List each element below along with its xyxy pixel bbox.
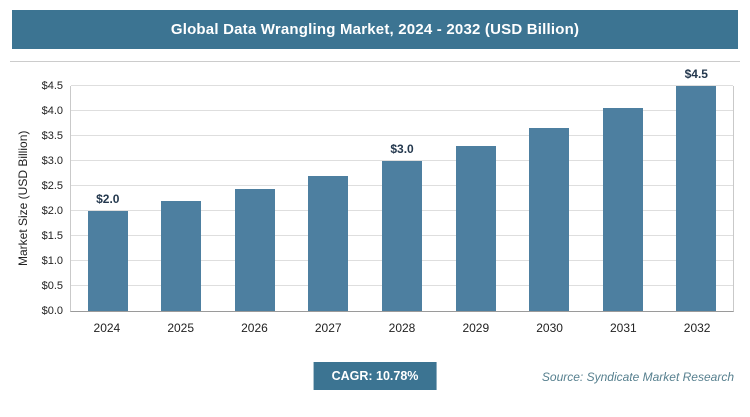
bar-2032 xyxy=(676,86,717,311)
bar-value-label: $3.0 xyxy=(390,142,414,157)
source-text: Source: Syndicate Market Research xyxy=(541,370,734,384)
bar-2025 xyxy=(161,201,202,311)
plot-area: $2.0 $3.0 $4.5 $0.0 $0.5 $1.0 $1.5 $2.0 $2.5 $3.… xyxy=(42,67,734,317)
x-tick-label-2025: 2025 xyxy=(167,321,195,335)
y-tick-label: $0.5 xyxy=(41,280,63,292)
bar-cell: $4.5 xyxy=(660,67,734,311)
y-tick-label: $4.0 xyxy=(41,105,63,117)
y-tick-label: $2.0 xyxy=(41,205,63,217)
bar-cell xyxy=(292,86,366,311)
y-tick-label: $2.5 xyxy=(41,180,63,192)
footer: CAGR: 10.78% Source: Syndicate Market Re… xyxy=(0,340,750,410)
gridline xyxy=(71,135,733,136)
y-tick-label: $1.0 xyxy=(41,255,63,267)
x-tick-label-2032: 2032 xyxy=(683,321,711,335)
bars-row: $2.0 $3.0 $4.5 xyxy=(71,67,734,311)
x-tick-label-2029: 2029 xyxy=(462,321,490,335)
bar-cell xyxy=(512,86,586,311)
bar-2026 xyxy=(234,189,275,311)
x-tick-label-2031: 2031 xyxy=(610,321,637,335)
x-tick-label-2030: 2030 xyxy=(536,321,563,335)
bar-2027 xyxy=(308,176,349,311)
bar-2028 xyxy=(382,161,423,311)
cagr-badge: CAGR: 10.78% xyxy=(313,362,437,390)
x-tick-label-2028: 2028 xyxy=(388,321,416,335)
chart-title-bar: Global Data Wrangling Market, 2024 - 203… xyxy=(12,10,738,49)
gridline xyxy=(71,85,733,86)
y-tick-label: $3.0 xyxy=(41,155,63,168)
gridline xyxy=(71,160,733,162)
bar-cell xyxy=(145,86,219,311)
bar-2029 xyxy=(455,145,496,311)
bar-cell xyxy=(218,86,292,311)
bar-cell: $2.0 xyxy=(71,86,145,311)
y-tick-label: $1.5 xyxy=(41,230,63,243)
bar-2024 xyxy=(87,211,128,311)
bar-2031 xyxy=(602,108,643,311)
x-tick-label-2024: 2024 xyxy=(93,321,121,335)
bar-value-label: $2.0 xyxy=(96,192,120,207)
chart-title: Global Data Wrangling Market, 2024 - 203… xyxy=(170,21,580,38)
y-tick-label: $0.0 xyxy=(41,305,63,317)
x-tick-label-2026: 2026 xyxy=(241,321,268,335)
bar-cell: $3.0 xyxy=(365,86,439,311)
y-tick-label: $4.5 xyxy=(41,80,63,92)
bar-value-label: $4.5 xyxy=(684,67,708,81)
bar-chart: Market Size (USD Billion) $2.0 $3.0 $4.5 $… xyxy=(10,61,740,340)
gridline xyxy=(71,110,733,111)
bar-cell xyxy=(439,86,513,311)
y-tick-label: $3.5 xyxy=(41,130,63,142)
x-tick-label-2027: 2027 xyxy=(314,321,342,335)
y-axis-title: Market Size (USD Billion) xyxy=(16,130,30,267)
bar-cell xyxy=(586,86,660,311)
x-axis-row: 2024 2025 2026 2027 2028 2029 2030 2031 2032 xyxy=(70,321,734,335)
bar-2030 xyxy=(529,127,570,311)
